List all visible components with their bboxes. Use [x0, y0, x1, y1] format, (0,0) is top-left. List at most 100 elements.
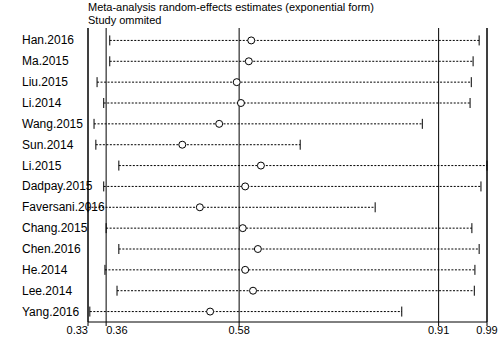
confidence-interval [94, 119, 422, 129]
confidence-interval [106, 223, 472, 233]
estimate-point [237, 100, 244, 107]
estimate-point [207, 308, 214, 315]
ci-cap-lower [109, 35, 110, 45]
ci-line [97, 82, 471, 83]
confidence-interval [104, 98, 470, 108]
category-label: He.2014 [22, 263, 68, 277]
marks [88, 35, 487, 316]
estimate-point [239, 225, 246, 232]
confidence-interval [110, 35, 479, 45]
confidence-interval [110, 56, 473, 66]
estimate-point [233, 79, 240, 86]
category-label: Han.2016 [22, 33, 74, 47]
ci-cap-lower [118, 244, 119, 254]
ci-cap-upper [471, 223, 472, 233]
estimate-point [250, 287, 257, 294]
ci-cap-upper [480, 181, 481, 191]
frame-left [88, 28, 89, 322]
grid-line [88, 28, 89, 322]
ci-cap-upper [473, 56, 474, 66]
tick-label: 0.91 [428, 324, 449, 336]
ci-line [117, 290, 474, 291]
ci-line [88, 207, 375, 208]
ci-cap-upper [479, 244, 480, 254]
ci-cap-upper [470, 98, 471, 108]
ci-cap-lower [97, 77, 98, 87]
category-label: Chen.2016 [22, 242, 81, 256]
tick-label: 0.58 [228, 324, 249, 336]
ci-cap-lower [103, 98, 104, 108]
category-label: Liu.2015 [22, 75, 68, 89]
estimate-point [248, 37, 255, 44]
estimate-point [242, 266, 249, 273]
ci-cap-upper [474, 265, 475, 275]
confidence-interval [119, 161, 487, 171]
estimate-point [254, 246, 261, 253]
tick-label: 0.36 [106, 324, 127, 336]
ci-line [94, 123, 422, 124]
ci-cap-lower [117, 286, 118, 296]
ci-cap-lower [89, 307, 90, 317]
ci-cap-upper [401, 307, 402, 317]
category-label: Sun.2014 [22, 138, 74, 152]
confidence-interval [119, 244, 479, 254]
ci-cap-lower [94, 119, 95, 129]
ci-line [104, 103, 470, 104]
category-label: Dadpay.2015 [22, 179, 93, 193]
grid-line [239, 28, 240, 322]
ci-cap-lower [118, 161, 119, 171]
ci-cap-lower [104, 265, 105, 275]
ci-cap-upper [487, 161, 488, 171]
chart: Meta-analysis random-effects estimates (… [0, 0, 500, 337]
subtitle: Study ommited [88, 14, 161, 26]
estimate-point [245, 58, 252, 65]
ci-cap-lower [106, 223, 107, 233]
confidence-interval [104, 181, 481, 191]
grid-line [106, 28, 107, 322]
category-label: Wang.2015 [22, 117, 83, 131]
ci-cap-lower [88, 202, 89, 212]
ci-cap-upper [422, 119, 423, 129]
estimate-point [257, 162, 264, 169]
confidence-interval [90, 307, 402, 317]
category-label: Li.2015 [22, 159, 62, 173]
title: Meta-analysis random-effects estimates (… [88, 1, 374, 13]
ci-line [119, 165, 487, 166]
frame-right [487, 28, 488, 322]
category-label: Ma.2015 [22, 54, 69, 68]
tick-label: 0.33 [67, 324, 88, 336]
tick-label: 0.99 [476, 324, 497, 336]
ci-line [96, 144, 300, 145]
grid-line [438, 28, 439, 322]
ci-cap-upper [300, 140, 301, 150]
estimate-point [242, 183, 249, 190]
confidence-interval [88, 202, 375, 212]
confidence-interval [96, 140, 300, 150]
ci-line [110, 61, 473, 62]
ci-cap-upper [474, 286, 475, 296]
ci-line [104, 186, 481, 187]
confidence-interval [97, 77, 471, 87]
category-label: Chang.2015 [22, 221, 88, 235]
category-label: Li.2014 [22, 96, 62, 110]
x-axis [88, 322, 487, 323]
confidence-interval [105, 265, 475, 275]
estimate-point [196, 204, 203, 211]
ci-cap-upper [471, 77, 472, 87]
category-label: Lee.2014 [22, 284, 72, 298]
estimate-point [216, 120, 223, 127]
ci-line [119, 249, 479, 250]
grid-line [487, 28, 488, 322]
ci-cap-upper [375, 202, 376, 212]
ci-line [110, 40, 479, 41]
ci-cap-lower [95, 140, 96, 150]
ci-cap-lower [103, 181, 104, 191]
ci-cap-lower [109, 56, 110, 66]
estimate-point [179, 141, 186, 148]
ci-cap-upper [479, 35, 480, 45]
ci-line [90, 311, 402, 312]
confidence-interval [117, 286, 474, 296]
ci-line [106, 228, 472, 229]
ci-line [105, 269, 475, 270]
category-label: Yang.2016 [22, 305, 79, 319]
